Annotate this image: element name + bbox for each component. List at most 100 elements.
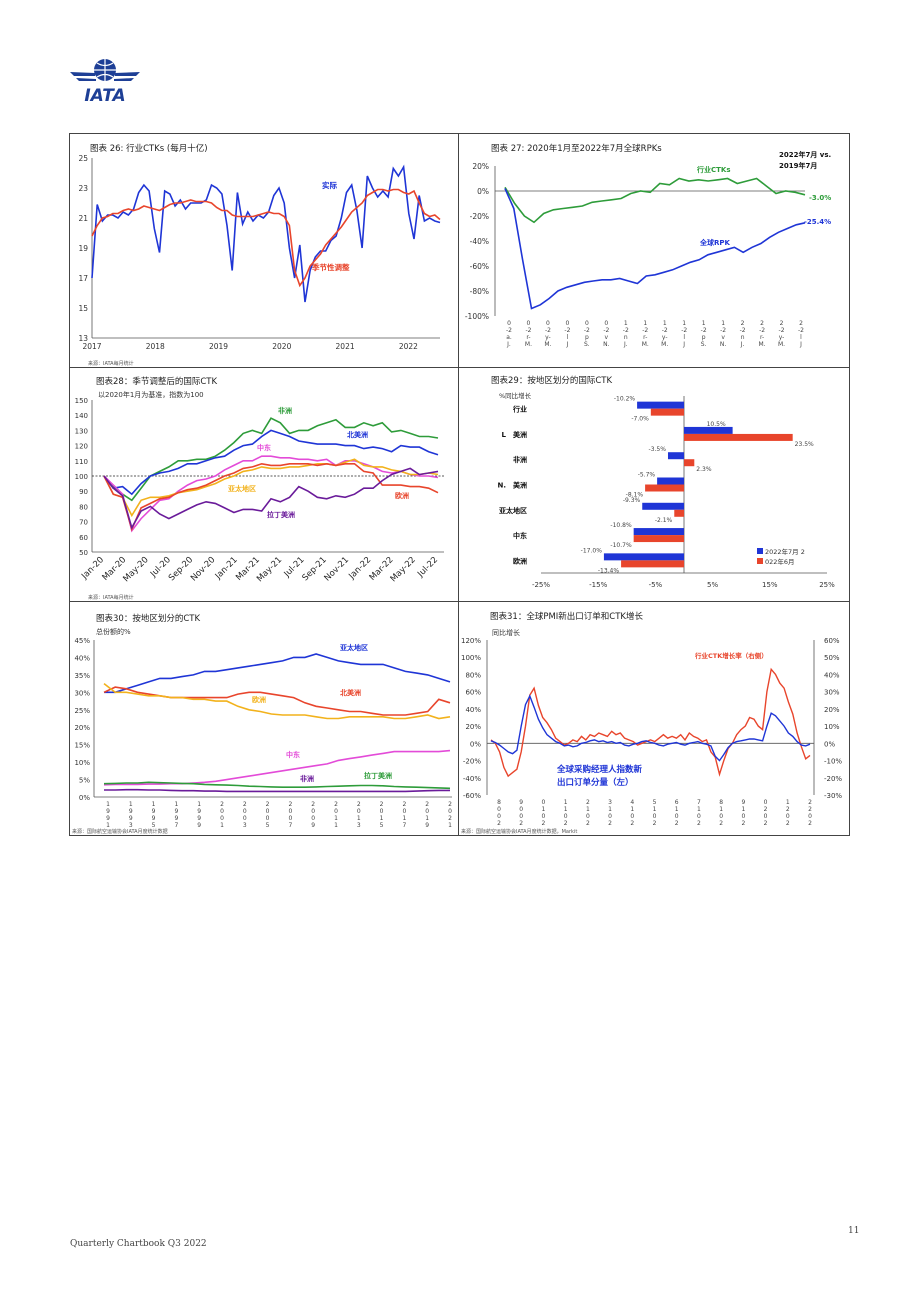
- chart-note: 2022年7月 vs.: [779, 150, 831, 159]
- c31-x-tick-label: 0: [564, 813, 568, 820]
- bar: [667, 452, 684, 460]
- c31-x-tick-label: 2: [675, 820, 679, 827]
- c30-x-tick-label: 9: [197, 815, 201, 822]
- c27-x-tick-label: y-: [779, 334, 785, 341]
- c31-x-tick-label: 0: [519, 813, 523, 820]
- c31-x-tick-label: 0: [497, 806, 501, 813]
- x-tick-label: 25%: [819, 581, 835, 589]
- source-note: 来源：IATA每月统计: [88, 360, 134, 367]
- c31-x-tick-label: 0: [542, 813, 546, 820]
- c27-x-tick-label: J.: [506, 341, 511, 348]
- c30-x-tick-label: 5: [152, 822, 156, 829]
- x-tick-label: May-22: [389, 555, 418, 584]
- c27-x-tick-label: -2: [525, 327, 531, 334]
- series-label: 拉丁美洲: [364, 771, 392, 780]
- source-note: 来源：国际航空运输协会IATA月度统计数据: [72, 828, 168, 835]
- c30-x-tick-label: 1: [106, 822, 110, 829]
- c27-x-tick-label: 0: [585, 320, 589, 327]
- series-label: 全球采购经理人指数新: [556, 764, 643, 775]
- c31-x-tick-label: 2: [608, 820, 612, 827]
- c30-x-tick-label: 1: [220, 822, 224, 829]
- y-tick-label: -40%: [470, 237, 489, 246]
- y-tick-label: -20%: [470, 212, 489, 221]
- c30-x-tick-label: 0: [243, 815, 247, 822]
- c30-x-tick-label: 9: [129, 808, 133, 815]
- series-label: 实际: [322, 180, 337, 190]
- c30-x-tick-label: 2: [380, 801, 384, 808]
- series-line: [103, 458, 439, 518]
- c31-x-tick-label: 2: [564, 820, 568, 827]
- c31-x-tick-label: 8: [497, 799, 501, 806]
- grid-divider-vertical: [458, 133, 459, 836]
- y-tick-label-right: 60%: [824, 637, 840, 645]
- c27-x-tick-label: M.: [778, 341, 785, 348]
- legend-swatch: [757, 558, 763, 564]
- c27-x-tick-label: 1: [721, 320, 725, 327]
- chart-subtitle: %同比增长: [499, 391, 532, 400]
- c31-x-tick-label: 0: [741, 813, 745, 820]
- c31-x-tick-label: 1: [608, 806, 612, 813]
- y-tick-label-right: 10%: [824, 723, 840, 731]
- chart-29-ctk-by-region: 图表29：按地区划分的国际CTK %同比增长 -25% -15% -5% 5% 15% 25%…: [491, 375, 835, 589]
- bar: [650, 408, 684, 416]
- y-tick-label: 100: [75, 473, 88, 481]
- c31-x-tick-label: 2: [786, 806, 790, 813]
- y-tick-label-right: 50%: [824, 654, 840, 662]
- c27-x-tick-label: 1: [643, 320, 647, 327]
- c27-x-tick-label: 0: [565, 320, 569, 327]
- c30-x-tick-label: 9: [106, 808, 110, 815]
- c31-x-tick-label: 2: [653, 820, 657, 827]
- c31-x-tick-label: 2: [808, 806, 812, 813]
- c27-x-tick-label: n: [624, 334, 628, 341]
- chart-30-ctk-share: 图表30：按地区划分的CTK总份额的%0%5%10%15%20%25%30%35…: [72, 613, 452, 835]
- bar: [657, 477, 684, 485]
- c31-x-tick-label: 2: [808, 799, 812, 806]
- bar: [637, 401, 684, 409]
- x-tick-label: 15%: [762, 581, 778, 589]
- c31-x-tick-label: 1: [586, 806, 590, 813]
- c30-x-tick-label: 2: [288, 801, 292, 808]
- c27-x-tick-label: -2: [584, 327, 590, 334]
- series-label: 非洲: [300, 774, 314, 783]
- c27-x-tick-label: 2: [741, 320, 745, 327]
- c27-x-tick-label: 2: [760, 320, 764, 327]
- series-label: 全球RPK: [699, 238, 731, 247]
- data-label: -10.7%: [610, 542, 632, 549]
- data-label: -13.4%: [598, 567, 620, 574]
- c27-x-tick-label: -2: [779, 327, 785, 334]
- c31-x-tick-label: 2: [542, 820, 546, 827]
- c31-x-tick-label: 1: [564, 806, 568, 813]
- c30-x-tick-label: 0: [380, 808, 384, 815]
- c31-x-tick-label: 1: [786, 799, 790, 806]
- data-label: -8.1%: [626, 492, 644, 499]
- c31-x-tick-label: 9: [741, 799, 745, 806]
- c27-x-tick-label: M.: [544, 341, 551, 348]
- x-tick-label: 2021: [336, 342, 355, 351]
- source-note: 来源：IATA每月统计: [88, 594, 134, 601]
- c31-x-tick-label: 0: [608, 813, 612, 820]
- c30-x-tick-label: 9: [197, 822, 201, 829]
- c30-x-tick-label: 1: [448, 822, 452, 829]
- c27-x-tick-label: p: [702, 334, 706, 341]
- c27-x-tick-label: -2: [798, 327, 804, 334]
- y-tick-label: -80%: [470, 287, 489, 296]
- c27-x-tick-label: r-: [526, 334, 530, 341]
- y-tick-label-left: 120%: [461, 637, 481, 645]
- c31-x-tick-label: 2: [519, 820, 523, 827]
- c27-x-tick-label: 0: [527, 320, 531, 327]
- c27-x-tick-label: -2: [506, 327, 512, 334]
- y-tick-label-left: 40%: [465, 706, 481, 714]
- y-tick-label-left: -40%: [463, 775, 481, 783]
- bar: [603, 553, 684, 561]
- c30-x-tick-label: 9: [174, 808, 178, 815]
- c30-x-tick-label: 1: [129, 801, 133, 808]
- y-tick-label: 30%: [74, 689, 90, 697]
- series-line: [104, 788, 450, 793]
- y-tick-label-right: 30%: [824, 689, 840, 697]
- c27-x-tick-label: J: [799, 341, 802, 348]
- c30-x-tick-label: 0: [357, 808, 361, 815]
- series-label: 拉丁美洲: [267, 510, 295, 519]
- category-label: L 美洲: [502, 430, 527, 439]
- chart-subtitle: 同比增长: [492, 628, 520, 637]
- c30-x-tick-label: 9: [106, 815, 110, 822]
